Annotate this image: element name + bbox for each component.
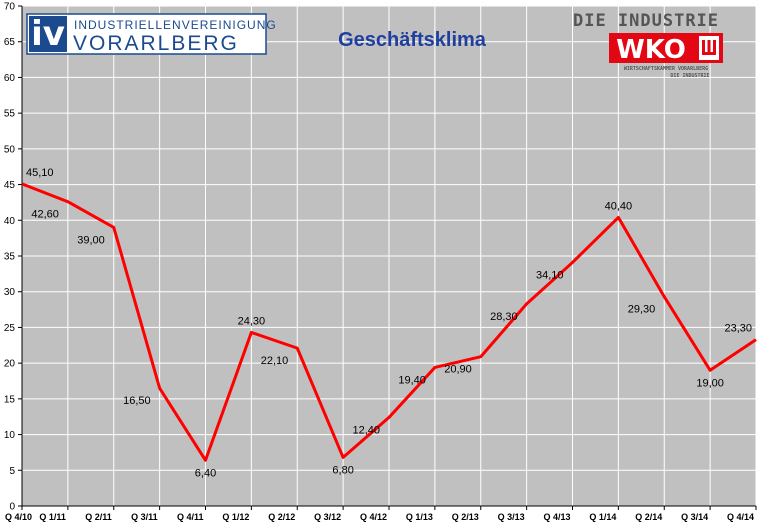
chart-title: Geschäftsklima	[338, 29, 487, 51]
wko-logo-mark: WKO	[616, 35, 686, 65]
x-tick-label: Q 3/12	[314, 512, 341, 522]
y-axis-ticks: 0 5 10 15 20 25 30 35 40 45 50 55 60 65 70	[4, 2, 22, 513]
iv-logo-line1: INDUSTRIELLENVEREINIGUNG	[74, 18, 277, 32]
y-tick-label: 60	[4, 73, 16, 84]
data-label: 19,00	[696, 377, 724, 389]
y-tick-label: 15	[4, 394, 16, 405]
data-label: 23,30	[724, 323, 752, 335]
y-tick-label: 30	[4, 287, 16, 298]
x-tick-label: Q 2/11	[85, 512, 112, 522]
data-label: 39,00	[77, 234, 105, 246]
data-label: 42,60	[31, 209, 59, 221]
y-tick-label: 40	[4, 216, 16, 227]
y-tick-label: 50	[4, 144, 16, 155]
iv-logo: iv INDUSTRIELLENVEREINIGUNG VORARLBERG	[26, 13, 277, 55]
data-label: 6,80	[332, 464, 353, 476]
x-tick-label: Q 2/12	[268, 512, 295, 522]
series-line	[21, 182, 757, 462]
x-tick-label: Q 4/11	[177, 512, 204, 522]
x-tick-label: Q 1/14	[589, 512, 616, 522]
x-tick-label: Q 4/10	[5, 512, 32, 522]
y-tick-label: 5	[9, 466, 15, 477]
gridlines	[22, 5, 757, 506]
y-tick-label: 20	[4, 359, 16, 370]
x-tick-label: Q 2/14	[635, 512, 662, 522]
wko-logo-header: DIE INDUSTRIE	[573, 11, 719, 31]
data-label: 6,40	[195, 467, 216, 479]
y-tick-label: 65	[4, 37, 16, 48]
y-tick-label: 0	[9, 502, 15, 513]
wko-crest-icon	[699, 36, 719, 60]
data-label: 40,40	[605, 200, 633, 212]
data-label: 45,10	[26, 167, 54, 179]
iv-logo-line2: VORARLBERG	[73, 32, 239, 55]
y-tick-label: 25	[4, 323, 16, 334]
x-tick-label: Q 1/11	[39, 512, 66, 522]
x-tick-label: Q 2/13	[452, 512, 479, 522]
data-label: 22,10	[261, 355, 289, 367]
data-label: 29,30	[628, 304, 656, 316]
x-tick-label: Q 1/13	[406, 512, 433, 522]
wko-logo-sub1: WIRTSCHAFTSKAMMER VORARLBERG	[624, 66, 708, 72]
y-tick-label: 55	[4, 109, 16, 120]
x-tick-label: Q 1/12	[222, 512, 249, 522]
y-tick-label: 35	[4, 252, 16, 263]
wko-logo: DIE INDUSTRIE WKO WIRTSCHAFTSKAMMER VORA…	[573, 11, 723, 79]
data-labels: 45,10 42,60 39,00 16,50 6,40 24,30 22,10 6,80 12…	[26, 167, 752, 479]
data-label: 20,90	[444, 364, 472, 376]
iv-logo-mark: iv	[31, 14, 65, 54]
x-tick-label: Q 4/13	[543, 512, 570, 522]
x-tick-label: Q 3/14	[681, 512, 708, 522]
y-tick-label: 10	[4, 430, 16, 441]
data-label: 19,40	[398, 374, 426, 386]
x-tick-label: Q 4/12	[360, 512, 387, 522]
data-label: 24,30	[238, 315, 266, 327]
x-tick-label: Q 3/13	[498, 512, 525, 522]
data-label: 16,50	[123, 395, 151, 407]
wko-logo-sub2: DIE INDUSTRIE	[670, 73, 709, 79]
x-tick-label: Q 3/11	[131, 512, 158, 522]
data-label: 12,40	[352, 424, 380, 436]
y-tick-label: 45	[4, 180, 16, 191]
x-axis-ticks: Q 4/10 Q 1/11 Q 2/11 Q 3/11 Q 4/11 Q 1/12 Q 2/…	[5, 506, 757, 522]
data-label: 28,30	[490, 311, 518, 323]
y-tick-label: 70	[4, 2, 16, 13]
data-label: 34,10	[536, 269, 564, 281]
x-tick-label: Q 4/14	[727, 512, 754, 522]
